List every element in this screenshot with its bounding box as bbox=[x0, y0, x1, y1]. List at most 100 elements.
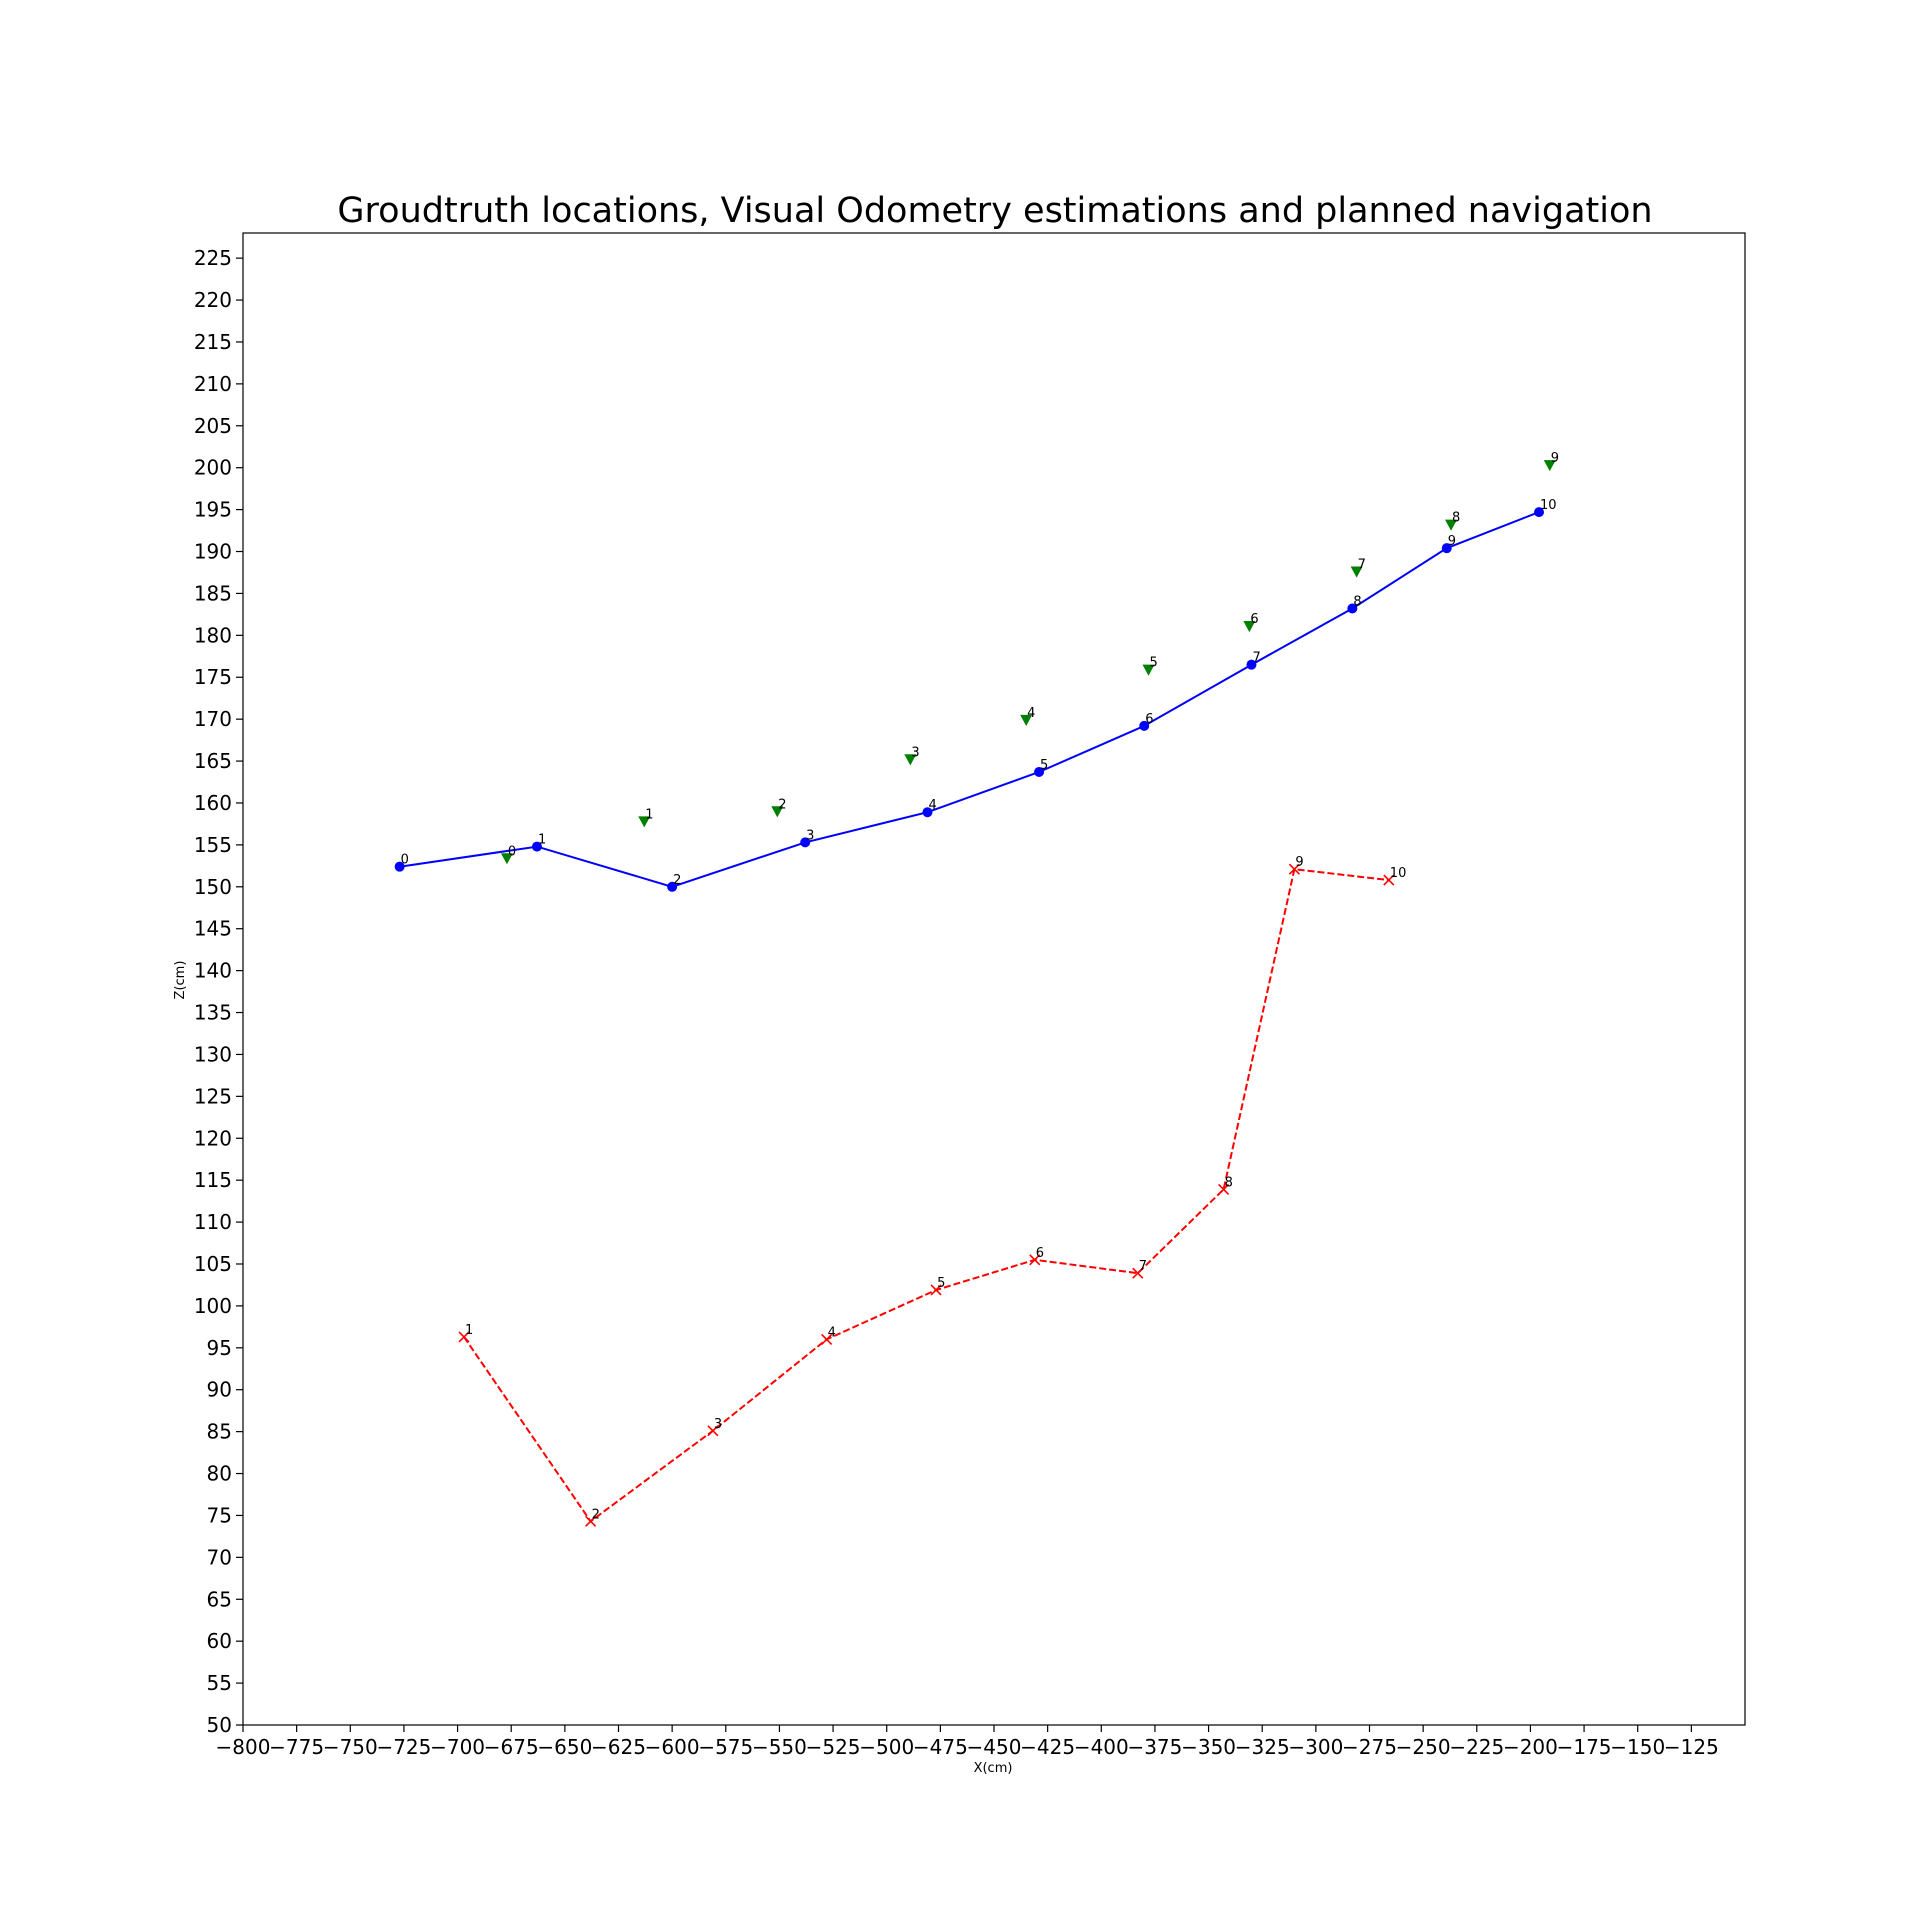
point-label: 8 bbox=[1353, 595, 1361, 610]
data-point bbox=[638, 816, 651, 828]
point-label: 7 bbox=[1252, 651, 1260, 666]
data-point bbox=[1288, 863, 1300, 875]
y-tick-label: 60 bbox=[207, 1629, 232, 1653]
x-tick-label: −800 bbox=[216, 1735, 271, 1759]
data-point bbox=[667, 881, 678, 892]
x-tick-label: −175 bbox=[1557, 1735, 1612, 1759]
point-label: 10 bbox=[1540, 498, 1557, 513]
y-tick-label: 115 bbox=[194, 1168, 232, 1192]
point-label: 3 bbox=[911, 745, 919, 760]
y-tick-label: 185 bbox=[194, 581, 232, 605]
x-tick-label: −650 bbox=[537, 1735, 592, 1759]
data-point bbox=[1132, 1267, 1144, 1279]
point-label: 4 bbox=[928, 798, 936, 813]
data-point bbox=[930, 1284, 942, 1296]
data-point bbox=[707, 1425, 719, 1437]
point-label: 5 bbox=[1149, 656, 1157, 671]
data-point bbox=[1020, 714, 1033, 726]
y-tick-label: 160 bbox=[194, 791, 232, 815]
point-label: 6 bbox=[1250, 612, 1258, 627]
point-label: 5 bbox=[937, 1276, 945, 1291]
x-tick-label: −275 bbox=[1342, 1735, 1397, 1759]
data-point bbox=[1445, 519, 1458, 531]
point-label: 0 bbox=[401, 853, 409, 868]
point-label: 4 bbox=[828, 1325, 836, 1340]
y-tick-label: 205 bbox=[194, 414, 232, 438]
y-tick-label: 135 bbox=[194, 1001, 232, 1025]
data-point bbox=[821, 1333, 833, 1345]
chart-title: Groudtruth locations, Visual Odometry es… bbox=[337, 191, 1652, 231]
x-tick-label: −450 bbox=[967, 1735, 1022, 1759]
point-label: 1 bbox=[645, 807, 653, 822]
y-tick-label: 195 bbox=[194, 498, 232, 522]
y-tick-label: 70 bbox=[207, 1545, 232, 1569]
y-tick-label: 130 bbox=[194, 1042, 232, 1066]
x-axis: −800−775−750−725−700−675−650−625−600−575… bbox=[216, 1725, 1719, 1759]
y-tick-label: 75 bbox=[207, 1503, 232, 1527]
y-tick-label: 225 bbox=[194, 246, 232, 270]
y-tick-label: 110 bbox=[194, 1210, 232, 1234]
x-tick-label: −325 bbox=[1235, 1735, 1290, 1759]
y-tick-label: 200 bbox=[194, 456, 232, 480]
point-label: 0 bbox=[508, 844, 516, 859]
data-point bbox=[1139, 720, 1150, 731]
data-point bbox=[585, 1515, 597, 1527]
y-tick-label: 90 bbox=[207, 1378, 232, 1402]
data-point bbox=[1383, 874, 1395, 886]
x-tick-label: −700 bbox=[430, 1735, 485, 1759]
data-point bbox=[500, 853, 513, 865]
x-tick-label: −425 bbox=[1020, 1735, 1075, 1759]
y-axis-label: Z(cm) bbox=[173, 961, 188, 1000]
data-point bbox=[531, 841, 542, 852]
point-label: 7 bbox=[1139, 1259, 1147, 1274]
data-point bbox=[1218, 1183, 1230, 1195]
y-tick-label: 180 bbox=[194, 623, 232, 647]
point-label: 2 bbox=[778, 797, 786, 812]
data-point bbox=[1350, 566, 1363, 578]
x-tick-label: −675 bbox=[484, 1735, 539, 1759]
point-label: 9 bbox=[1295, 855, 1303, 870]
data-point bbox=[1441, 543, 1452, 554]
y-tick-label: 105 bbox=[194, 1252, 232, 1276]
x-tick-label: −775 bbox=[269, 1735, 324, 1759]
point-label: 1 bbox=[538, 833, 546, 848]
point-label: 2 bbox=[673, 873, 681, 888]
x-tick-label: −600 bbox=[645, 1735, 700, 1759]
point-label: 5 bbox=[1040, 758, 1048, 773]
point-label: 6 bbox=[1145, 712, 1153, 727]
x-tick-label: −200 bbox=[1503, 1735, 1558, 1759]
y-tick-label: 55 bbox=[207, 1671, 232, 1695]
point-label: 8 bbox=[1225, 1175, 1233, 1190]
y-tick-label: 100 bbox=[194, 1294, 232, 1318]
y-axis: 50 55 60 65 70 75 80 85 90 95 100 105 110 115 120 125 13… bbox=[194, 246, 243, 1737]
series-2: 1 2 3 4 5 6 7 8 9 10 bbox=[458, 855, 1406, 1527]
data-point bbox=[394, 861, 405, 872]
x-tick-label: −350 bbox=[1181, 1735, 1236, 1759]
point-label: 7 bbox=[1358, 558, 1366, 573]
y-tick-label: 170 bbox=[194, 707, 232, 731]
x-tick-label: −525 bbox=[806, 1735, 861, 1759]
y-tick-label: 125 bbox=[194, 1084, 232, 1108]
data-point bbox=[1243, 621, 1256, 633]
point-label: 9 bbox=[1551, 451, 1559, 466]
x-tick-label: −625 bbox=[591, 1735, 646, 1759]
y-tick-label: 65 bbox=[207, 1587, 232, 1611]
x-tick-label: −500 bbox=[859, 1735, 914, 1759]
data-point bbox=[1543, 460, 1556, 472]
x-tick-label: −375 bbox=[1127, 1735, 1182, 1759]
series-line bbox=[463, 868, 1389, 1523]
point-label: 3 bbox=[714, 1417, 722, 1432]
plot-area: 0 1 2 3 4 5 6 7 8 9 10 0 1 2 3 4 5 6 7 8 9 1 2 3 4 5 6 7 8 9 10 bbox=[394, 451, 1559, 1527]
x-tick-label: −300 bbox=[1288, 1735, 1343, 1759]
y-tick-label: 165 bbox=[194, 749, 232, 773]
x-tick-label: −750 bbox=[323, 1735, 378, 1759]
y-tick-label: 150 bbox=[194, 875, 232, 899]
y-tick-label: 215 bbox=[194, 330, 232, 354]
y-tick-label: 155 bbox=[194, 833, 232, 857]
point-label: 8 bbox=[1452, 511, 1460, 526]
point-label: 3 bbox=[806, 828, 814, 843]
x-tick-label: −475 bbox=[913, 1735, 968, 1759]
point-label: 9 bbox=[1448, 534, 1456, 549]
data-point bbox=[904, 754, 917, 766]
